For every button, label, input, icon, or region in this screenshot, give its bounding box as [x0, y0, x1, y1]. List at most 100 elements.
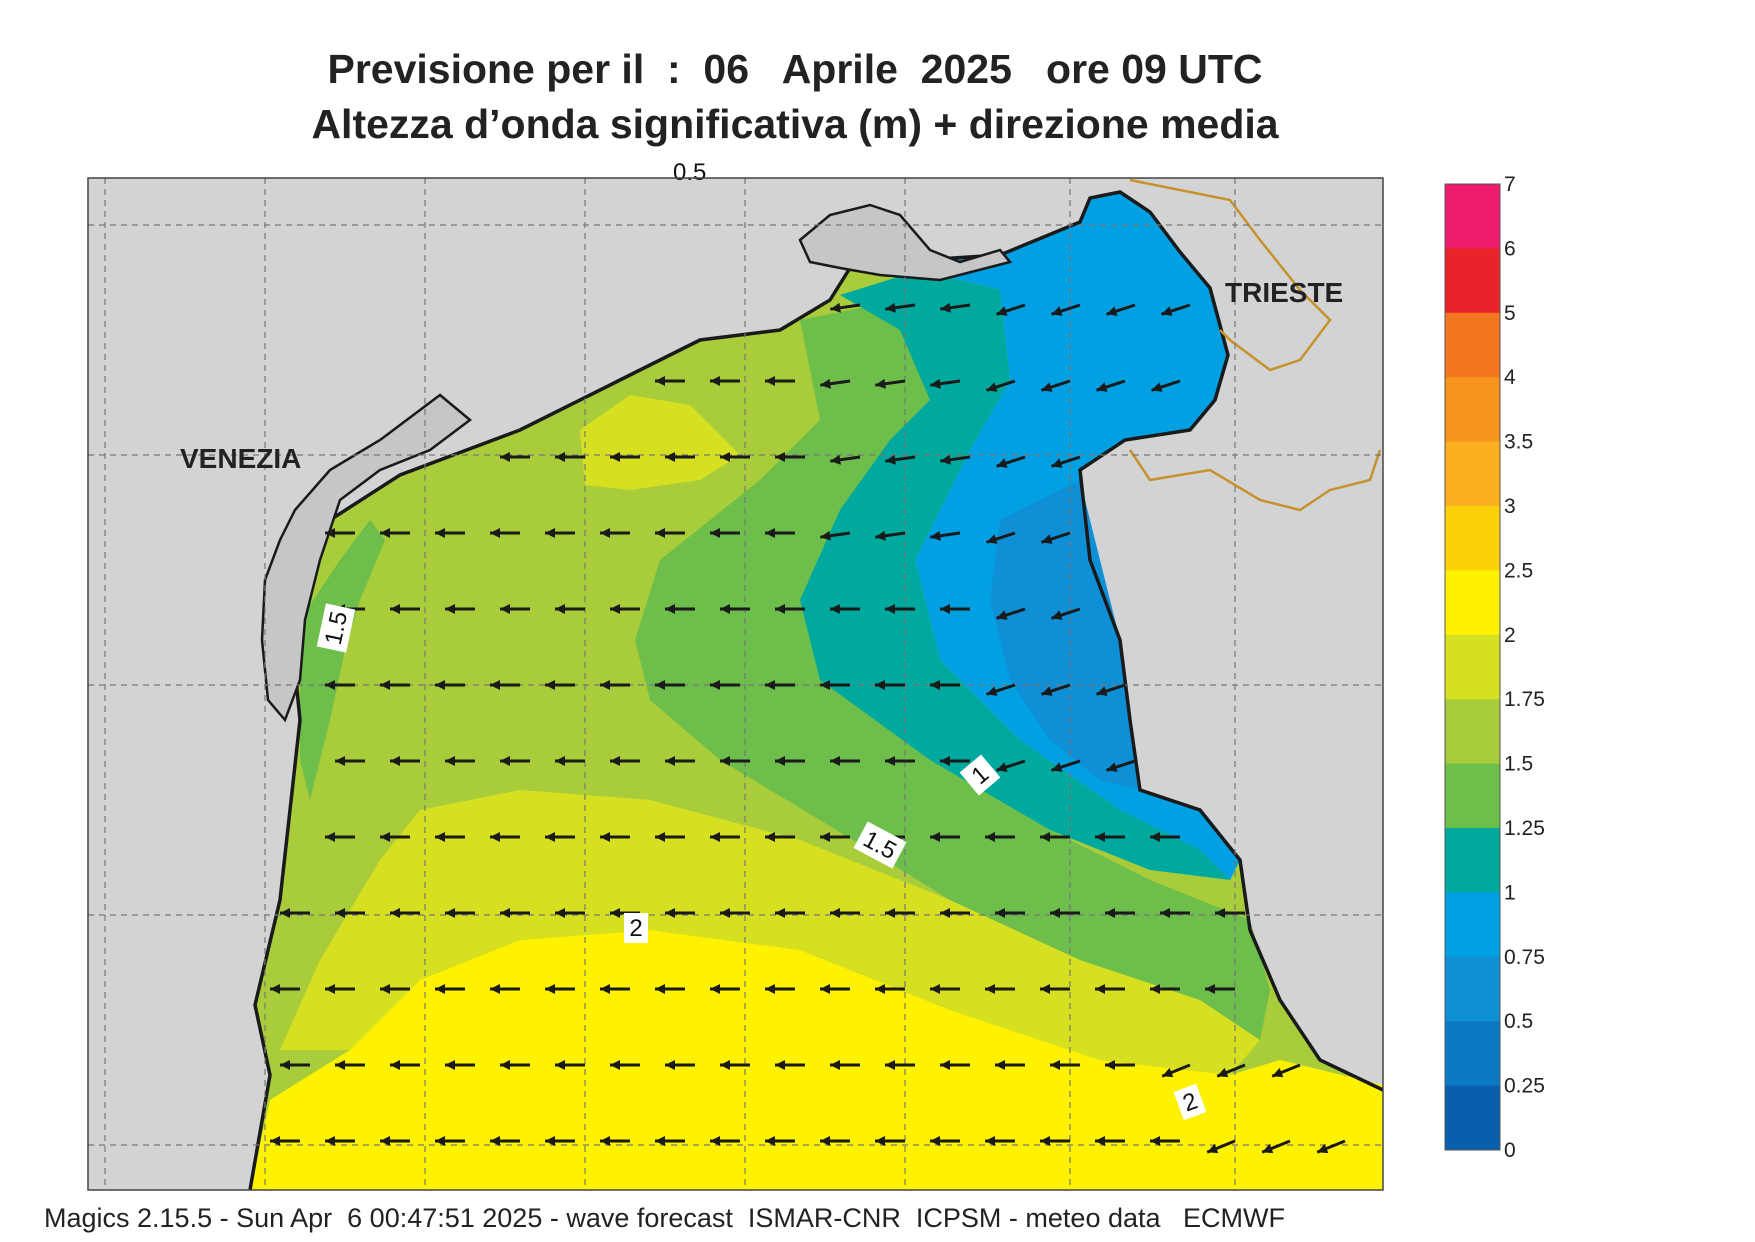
wave-direction-arrow	[390, 604, 420, 614]
wave-direction-arrow	[996, 303, 1026, 316]
wave-direction-arrow	[1316, 1139, 1346, 1154]
contour-label-e: 2	[1173, 1083, 1207, 1121]
wave-direction-arrow	[875, 680, 905, 690]
wave-direction-arrow	[940, 454, 971, 465]
wave-direction-arrow	[1215, 908, 1245, 918]
wave-direction-arrow	[940, 756, 970, 766]
wave-direction-arrow	[710, 832, 740, 842]
wave-direction-arrow	[280, 1060, 310, 1070]
wave-direction-arrow	[885, 454, 916, 465]
wave-direction-arrow	[930, 530, 961, 541]
wave-direction-arrow	[940, 302, 971, 313]
wave-direction-arrow	[710, 984, 740, 994]
wave-direction-arrow	[325, 832, 355, 842]
wave-direction-arrow	[1150, 984, 1180, 994]
colorbar-swatch	[1445, 248, 1500, 314]
wave-direction-arrow	[390, 756, 420, 766]
colorbar-swatch	[1445, 634, 1500, 700]
wave-direction-arrow	[1096, 683, 1126, 696]
wave-direction-arrow	[885, 604, 915, 614]
wave-direction-arrow	[710, 376, 740, 386]
colorbar-swatch	[1445, 1021, 1500, 1087]
wave-direction-arrows	[270, 302, 1346, 1154]
wave-direction-arrow	[1271, 1063, 1301, 1078]
contour-label-a: 1.5	[316, 603, 356, 653]
wave-direction-arrow	[830, 756, 860, 766]
wave-direction-arrow	[820, 378, 851, 389]
wave-direction-arrow	[720, 452, 750, 462]
wave-direction-arrow	[940, 604, 970, 614]
wave-direction-arrow	[1095, 832, 1125, 842]
wave-direction-arrow	[435, 832, 465, 842]
colorbar-label: 6	[1504, 237, 1516, 260]
wave-direction-arrow	[875, 530, 906, 541]
svg-text:2: 2	[629, 915, 642, 942]
band-lightyellow	[280, 790, 1260, 1075]
wave-direction-arrow	[1051, 607, 1081, 620]
wave-direction-arrow	[270, 1136, 300, 1146]
wave-direction-arrow	[655, 1136, 685, 1146]
wave-direction-arrow	[600, 984, 630, 994]
wave-direction-arrow	[335, 1060, 365, 1070]
colorbar-label: 2	[1504, 624, 1516, 647]
wave-direction-arrow	[875, 1136, 905, 1146]
wave-direction-arrow	[996, 607, 1026, 620]
colorbar-swatch	[1445, 1085, 1500, 1151]
wave-direction-arrow	[1040, 1136, 1070, 1146]
band-teal	[800, 270, 1230, 880]
wave-direction-arrow	[435, 528, 465, 538]
wave-direction-arrow	[445, 1060, 475, 1070]
wave-direction-arrow	[765, 680, 795, 690]
wave-direction-arrow	[996, 455, 1026, 468]
wave-direction-arrow	[1041, 683, 1071, 696]
wave-direction-arrow	[1160, 908, 1190, 918]
colorbar-swatch	[1445, 699, 1500, 765]
contour-label-b: 1	[959, 754, 1001, 796]
wave-direction-arrow	[545, 528, 575, 538]
wave-direction-arrow	[820, 984, 850, 994]
wave-direction-arrow	[500, 1060, 530, 1070]
wave-direction-arrow	[820, 1136, 850, 1146]
wave-direction-arrow	[1151, 379, 1181, 392]
wave-direction-arrow	[1040, 832, 1070, 842]
wave-direction-arrow	[390, 908, 420, 918]
wave-direction-arrow	[775, 908, 805, 918]
wave-direction-arrow	[610, 604, 640, 614]
colorbar-label: 1.5	[1504, 753, 1533, 776]
wave-direction-arrow	[380, 1136, 410, 1146]
wave-direction-arrow	[930, 984, 960, 994]
wave-direction-arrow	[555, 604, 585, 614]
wave-direction-arrow	[280, 908, 310, 918]
wave-direction-arrow	[885, 302, 916, 313]
wave-direction-arrow	[930, 1136, 960, 1146]
wave-direction-arrow	[445, 756, 475, 766]
wave-direction-arrow	[1150, 832, 1180, 842]
wave-direction-arrow	[435, 680, 465, 690]
wave-direction-arrow	[765, 832, 795, 842]
colorbar-swatch	[1445, 441, 1500, 507]
colorbar-swatch	[1445, 377, 1500, 443]
wave-direction-arrow	[985, 832, 1015, 842]
wave-direction-arrow	[655, 528, 685, 538]
wave-direction-arrow	[610, 756, 640, 766]
wave-direction-arrow	[875, 984, 905, 994]
wave-direction-arrow	[1096, 379, 1126, 392]
colorbar-label: 0.25	[1504, 1075, 1545, 1098]
colorbar-swatch	[1445, 892, 1500, 958]
wave-direction-arrow	[655, 832, 685, 842]
wave-direction-arrow	[325, 528, 355, 538]
wave-direction-arrow	[830, 1060, 860, 1070]
wave-direction-arrow	[765, 984, 795, 994]
wave-direction-arrow	[820, 832, 850, 842]
wave-direction-arrow	[555, 908, 585, 918]
wave-direction-arrow	[435, 1136, 465, 1146]
grado-lagoon	[798, 203, 1013, 282]
wave-direction-arrow	[820, 680, 850, 690]
wave-direction-arrow	[500, 604, 530, 614]
wave-direction-arrow	[335, 908, 365, 918]
wave-direction-arrow	[1205, 984, 1235, 994]
colorbar-label: 0.5	[1504, 1010, 1533, 1033]
wave-direction-arrow	[996, 759, 1026, 772]
contour-label-d: 2	[624, 913, 648, 943]
wave-direction-arrow	[665, 756, 695, 766]
